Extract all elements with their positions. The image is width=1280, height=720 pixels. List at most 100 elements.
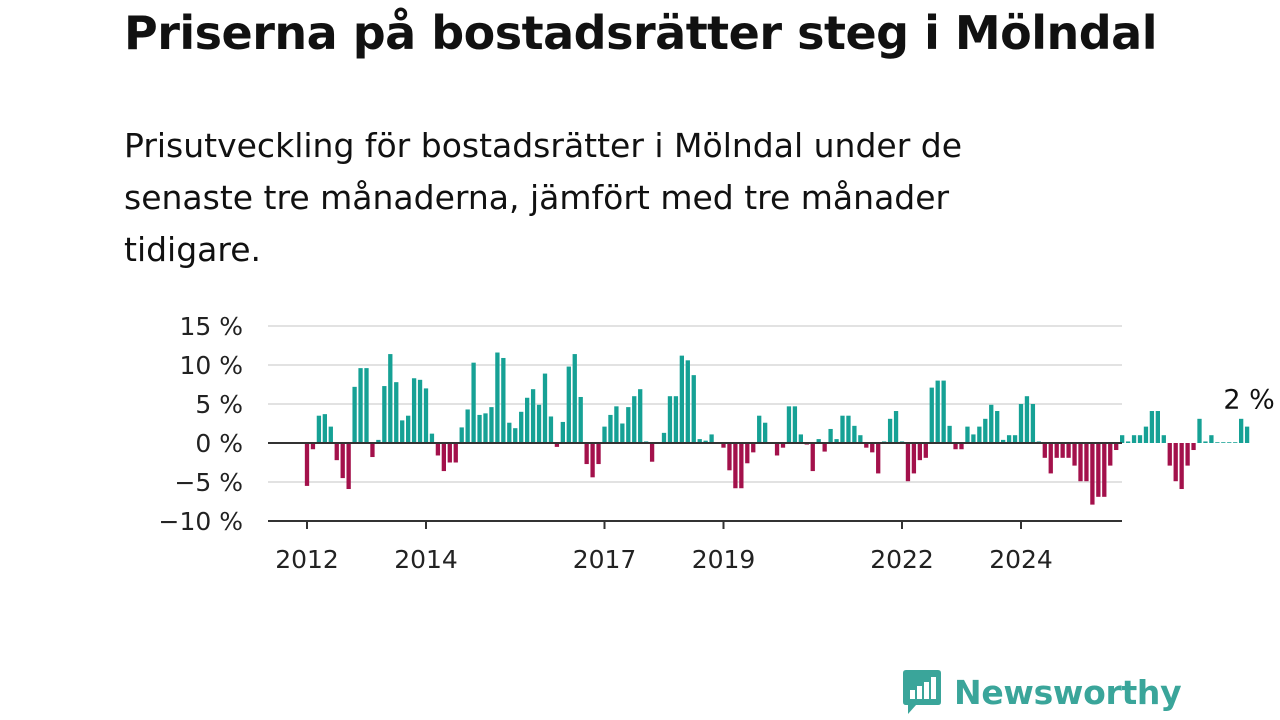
bar [1155, 411, 1160, 443]
bar [816, 439, 821, 443]
bar [870, 443, 875, 453]
bar [477, 414, 482, 443]
chart-subtitle: Prisutveckling för bostadsrätter i Mölnd… [124, 126, 963, 269]
bar [423, 388, 429, 443]
bar [1239, 418, 1244, 443]
y-tick-label: 10 % [179, 351, 243, 380]
bar [584, 443, 589, 465]
bar [876, 443, 881, 474]
bar [542, 373, 548, 443]
bar [1227, 442, 1232, 443]
bar [316, 415, 322, 443]
bar [346, 443, 351, 490]
bar [989, 404, 994, 443]
bar [697, 439, 702, 443]
bar [995, 411, 1000, 443]
bar [828, 428, 833, 443]
bar [1084, 443, 1089, 482]
x-tick-label: 2012 [275, 545, 339, 574]
bar [1072, 443, 1077, 466]
bar [739, 443, 744, 489]
bar [727, 443, 732, 471]
bar [745, 443, 750, 464]
bar [465, 409, 470, 443]
bar [1048, 443, 1053, 474]
bar [846, 415, 851, 443]
bar [632, 396, 637, 443]
bar [1143, 426, 1149, 443]
bar [310, 443, 316, 450]
bar [1012, 435, 1018, 443]
bar [1054, 443, 1059, 458]
bar [947, 425, 952, 443]
bar [977, 426, 982, 443]
bar [941, 380, 946, 443]
bar [1090, 443, 1095, 505]
bar [1096, 443, 1101, 497]
bar [1001, 439, 1006, 443]
bar [709, 434, 714, 443]
bar [519, 411, 524, 443]
bar [501, 357, 506, 443]
bar [411, 378, 417, 443]
bar [1149, 411, 1155, 443]
bar [1244, 426, 1250, 443]
bar [935, 380, 940, 443]
bar [513, 428, 518, 443]
bar [810, 443, 815, 472]
bar [364, 368, 369, 443]
bar [1006, 435, 1012, 443]
y-tick-label: 0 % [195, 429, 243, 458]
bar [1078, 443, 1083, 482]
bar [429, 433, 435, 443]
bar [751, 443, 756, 453]
bar [566, 366, 571, 443]
bar [1102, 443, 1107, 497]
bar [840, 415, 845, 443]
x-tick-label: 2019 [692, 545, 756, 574]
bar [1185, 443, 1190, 466]
x-tick-label: 2017 [573, 545, 637, 574]
bar [965, 426, 970, 443]
bar [1137, 435, 1143, 443]
bar [661, 432, 667, 443]
x-tick-label: 2022 [870, 545, 934, 574]
bar [638, 389, 643, 443]
bar [507, 422, 512, 443]
bar [394, 382, 399, 443]
bar [1042, 443, 1047, 458]
bar [1161, 435, 1166, 443]
bar [786, 406, 792, 443]
bar [495, 352, 500, 443]
bar [530, 389, 536, 443]
bar [614, 406, 619, 443]
bar [334, 443, 339, 461]
bar [721, 443, 726, 448]
x-tick-label: 2024 [989, 545, 1053, 574]
bar [774, 443, 780, 456]
bar [953, 443, 958, 450]
bar [489, 407, 494, 443]
bar [858, 435, 863, 443]
bar [572, 354, 577, 443]
bar [780, 443, 786, 448]
bar [358, 368, 363, 443]
bar [673, 396, 679, 443]
bar [536, 404, 542, 443]
bar [459, 427, 464, 443]
bar [548, 416, 554, 443]
bar [376, 439, 381, 443]
bar [370, 443, 375, 458]
bar [304, 443, 310, 486]
bar [441, 443, 446, 472]
bar [1066, 443, 1071, 458]
bar [691, 375, 696, 443]
bar [400, 420, 405, 443]
bar [1191, 443, 1196, 451]
y-tick-label: −10 % [159, 507, 243, 536]
bar [1215, 442, 1220, 443]
bar [971, 434, 976, 443]
bar [1179, 443, 1184, 490]
bar-chart-speech-bubble-icon [903, 670, 941, 714]
